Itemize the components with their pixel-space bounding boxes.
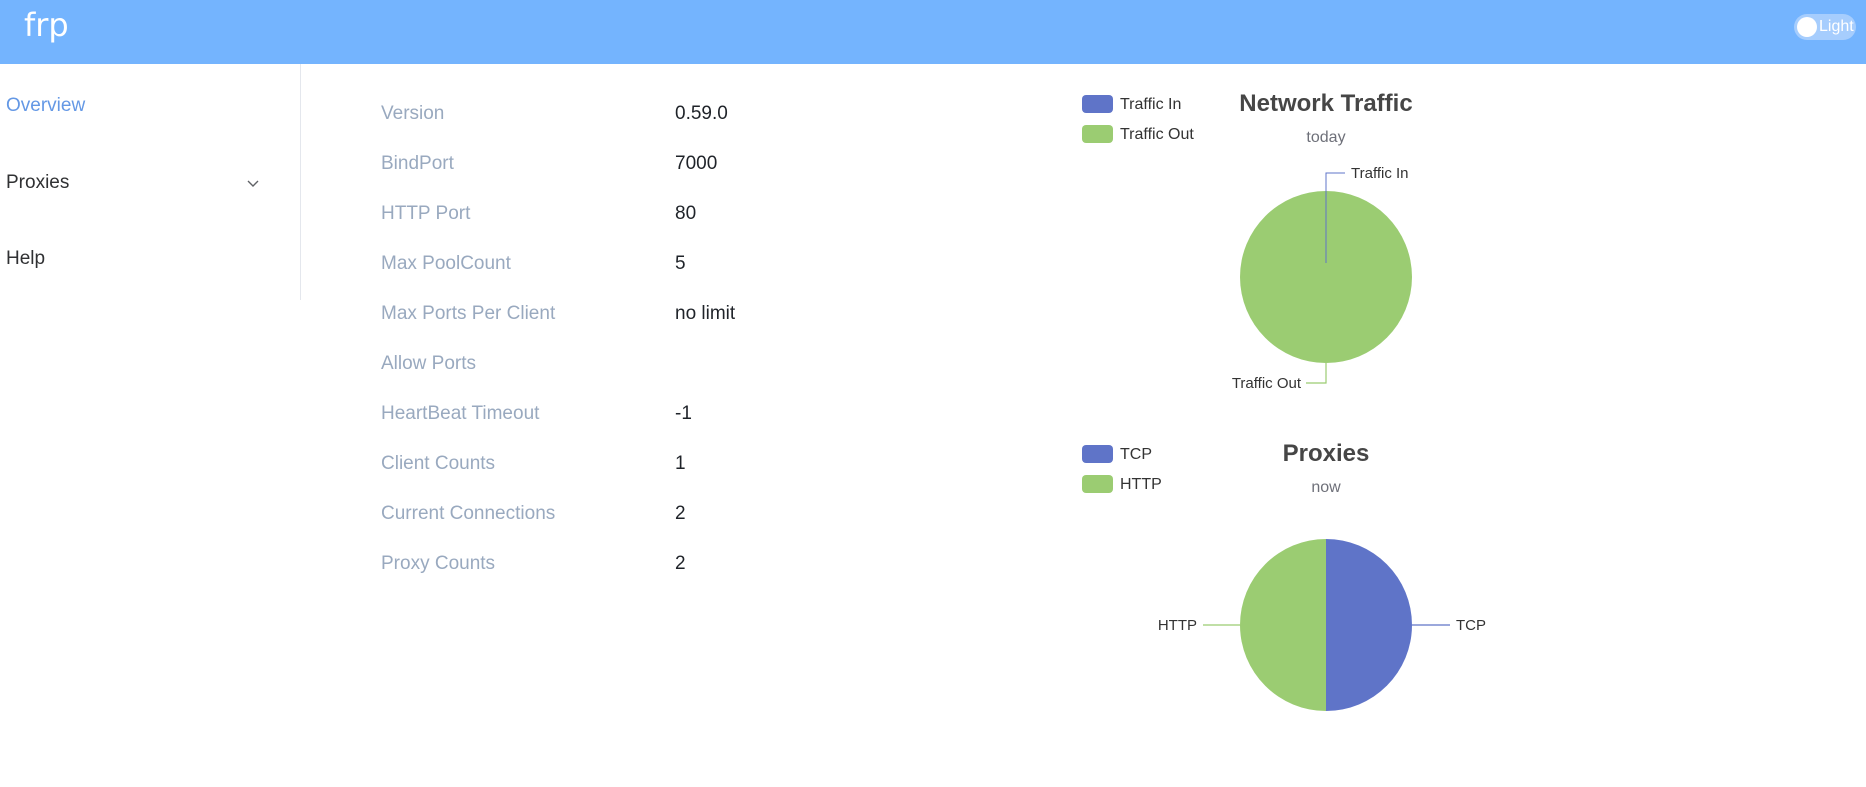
info-row: Allow Ports xyxy=(381,353,981,383)
info-key: Version xyxy=(381,103,445,124)
slice-label-traffic-out: Traffic Out xyxy=(1232,375,1302,392)
info-key: Max Ports Per Client xyxy=(381,303,556,324)
info-row: Current Connections 2 xyxy=(381,503,981,533)
info-value: 7000 xyxy=(675,153,718,174)
info-key: Client Counts xyxy=(381,453,496,474)
info-value: -1 xyxy=(675,403,692,424)
chart-title: Proxies xyxy=(1283,440,1370,467)
info-row: Max PoolCount 5 xyxy=(381,253,981,283)
info-row: BindPort 7000 xyxy=(381,153,981,183)
pie-slice-traffic-out[interactable] xyxy=(1240,191,1412,363)
info-key: Proxy Counts xyxy=(381,553,496,574)
label-line-traffic-out xyxy=(1306,363,1327,384)
proxies-chart: TCP HTTP Proxies now TCP HTTP xyxy=(1082,440,1486,711)
sidebar-item-help[interactable]: Help xyxy=(6,248,46,269)
info-value: 2 xyxy=(675,553,686,574)
slice-label-http: HTTP xyxy=(1158,617,1197,634)
info-row: Client Counts 1 xyxy=(381,453,981,483)
chart-subtitle: now xyxy=(1311,479,1341,496)
info-row: Version 0.59.0 xyxy=(381,103,981,133)
info-row: HTTP Port 80 xyxy=(381,203,981,233)
info-key: HeartBeat Timeout xyxy=(381,403,540,424)
slice-label-traffic-in: Traffic In xyxy=(1351,165,1409,182)
legend-label-traffic-out[interactable]: Traffic Out xyxy=(1120,126,1194,143)
theme-toggle-label: Light xyxy=(1819,18,1854,35)
charts-panel: Traffic In Traffic Out Network Traffic t… xyxy=(1082,90,1486,711)
info-key: BindPort xyxy=(381,153,454,174)
info-key: HTTP Port xyxy=(381,203,471,224)
legend-swatch-http[interactable] xyxy=(1082,475,1113,493)
pie-slices xyxy=(1240,191,1412,363)
chart-subtitle: today xyxy=(1306,129,1345,146)
legend-label-http[interactable]: HTTP xyxy=(1120,476,1162,493)
label-line-traffic-in xyxy=(1325,172,1345,263)
sidebar-nav xyxy=(0,64,301,300)
info-key: Max PoolCount xyxy=(381,253,511,274)
pie-slice-tcp[interactable] xyxy=(1326,539,1412,711)
pie-slice-http[interactable] xyxy=(1240,539,1326,711)
network-traffic-chart: Traffic In Traffic Out Network Traffic t… xyxy=(1082,90,1413,392)
sidebar-item-proxies[interactable]: Proxies xyxy=(6,172,70,193)
toggle-knob xyxy=(1797,17,1817,37)
info-value: 1 xyxy=(675,453,686,474)
info-key: Current Connections xyxy=(381,503,556,524)
legend-label-tcp[interactable]: TCP xyxy=(1120,446,1152,463)
info-row: HeartBeat Timeout -1 xyxy=(381,403,981,433)
info-row: Max Ports Per Client no limit xyxy=(381,303,981,333)
legend-swatch-tcp[interactable] xyxy=(1082,445,1113,463)
info-key: Allow Ports xyxy=(381,353,477,374)
legend-swatch-traffic-in[interactable] xyxy=(1082,95,1113,113)
pie-slices xyxy=(1240,539,1412,711)
info-value: 80 xyxy=(675,203,697,224)
legend-label-traffic-in[interactable]: Traffic In xyxy=(1120,96,1181,113)
theme-toggle[interactable]: Light xyxy=(1794,14,1856,40)
chevron-down-icon[interactable] xyxy=(247,180,259,188)
brand-logo: frp xyxy=(24,6,69,44)
top-header: frp Light xyxy=(0,0,1866,64)
legend-swatch-traffic-out[interactable] xyxy=(1082,125,1113,143)
info-row: Proxy Counts 2 xyxy=(381,553,981,583)
slice-label-tcp: TCP xyxy=(1456,617,1486,634)
info-value: 0.59.0 xyxy=(675,103,728,124)
chart-title: Network Traffic xyxy=(1239,90,1412,117)
info-value: 2 xyxy=(675,503,686,524)
sidebar-item-overview[interactable]: Overview xyxy=(6,95,86,116)
info-value: 5 xyxy=(675,253,686,274)
info-value: no limit xyxy=(675,303,736,324)
